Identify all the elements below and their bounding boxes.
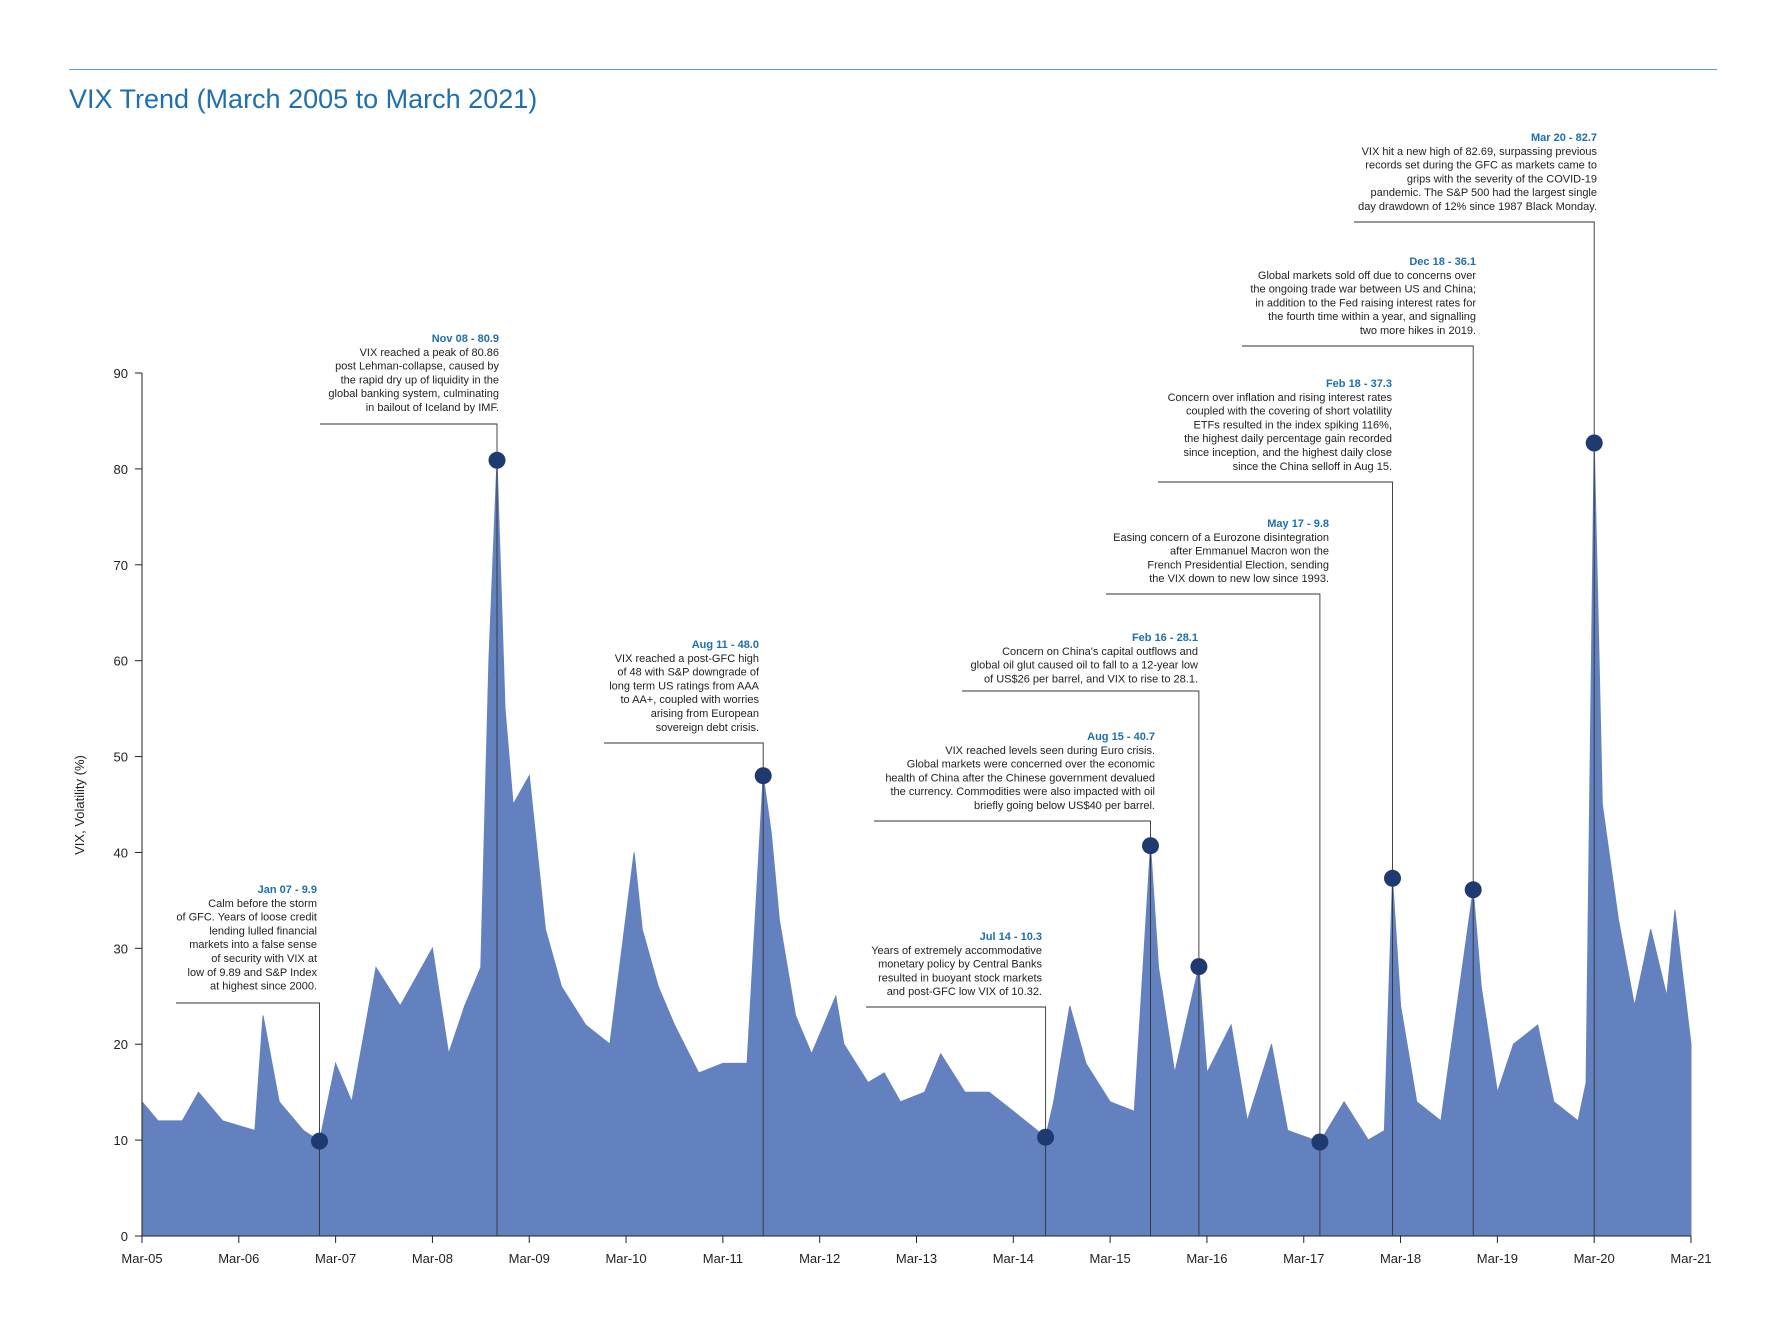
annotation: Feb 18 - 37.3 Concern over inflation and … bbox=[1158, 378, 1401, 1236]
annotation-marker bbox=[754, 767, 772, 785]
annotation: Dec 18 - 36.1 Global markets sold off due… bbox=[1242, 256, 1482, 1236]
y-tick-label: 50 bbox=[114, 750, 128, 765]
annotation-marker bbox=[1384, 869, 1401, 887]
annotation: Jul 14 - 10.3 Years of extremely accommod… bbox=[866, 931, 1055, 1236]
x-tick-label: Mar-07 bbox=[315, 1251, 356, 1266]
vix-area-layer bbox=[141, 442, 1692, 1237]
x-tick-label: Mar-16 bbox=[1186, 1251, 1227, 1266]
x-tick-label: Mar-12 bbox=[799, 1251, 840, 1266]
x-tick-label: Mar-21 bbox=[1670, 1251, 1711, 1266]
x-tick-label: Mar-17 bbox=[1283, 1251, 1324, 1266]
annotation-date: Feb 16 - 28.1 bbox=[1132, 632, 1198, 644]
annotation-date: Feb 18 - 37.3 bbox=[1326, 378, 1392, 390]
annotation-marker bbox=[1142, 837, 1159, 855]
annotation-marker bbox=[311, 1132, 328, 1150]
page-title: VIX Trend (March 2005 to March 2021) bbox=[69, 84, 538, 114]
annotation-leader bbox=[176, 1002, 320, 1236]
annotation-text: Years of extremely accommodative monetary… bbox=[871, 945, 1042, 998]
y-axis-title: VIX, Volatility (%) bbox=[72, 755, 87, 855]
annotation-marker bbox=[1464, 881, 1482, 899]
annotation: Jan 07 - 9.9 Calm before the storm of GFC.… bbox=[176, 884, 328, 1236]
annotation-text: VIX reached a peak of 80.86 post Lehman-c… bbox=[328, 347, 499, 414]
y-tick-label: 30 bbox=[114, 941, 128, 956]
annotation: Aug 15 - 40.7 VIX reached levels seen dur… bbox=[874, 731, 1159, 1236]
x-tick-label: Mar-18 bbox=[1380, 1251, 1421, 1266]
annotation-marker bbox=[488, 451, 506, 469]
annotation: May 17 - 9.8 Easing concern of a Eurozone… bbox=[1106, 518, 1329, 1236]
annotation-text: VIX reached levels seen during Euro cris… bbox=[885, 745, 1155, 812]
y-tick-label: 20 bbox=[114, 1037, 128, 1052]
y-tick-label: 70 bbox=[114, 558, 128, 573]
y-tick-label: 80 bbox=[114, 462, 128, 477]
y-tick-label: 40 bbox=[114, 845, 128, 860]
y-tick-label: 60 bbox=[114, 654, 128, 669]
axes-layer: 0 10 20 30 40 50 60 70 80 90 Mar-05 Mar-06 Mar-07 Mar… bbox=[72, 366, 1712, 1266]
annotation-marker bbox=[1190, 958, 1208, 976]
annotation-leader bbox=[320, 423, 498, 1236]
x-tick-label: Mar-09 bbox=[509, 1251, 550, 1266]
annotation-date: May 17 - 9.8 bbox=[1267, 518, 1329, 530]
x-tick-label: Mar-15 bbox=[1090, 1251, 1131, 1266]
annotation-leader bbox=[866, 1006, 1047, 1236]
annotation-text: Calm before the storm of GFC. Years of lo… bbox=[176, 898, 317, 993]
annotation: Nov 08 - 80.9 VIX reached a peak of 80.86… bbox=[320, 333, 506, 1236]
annotation-marker bbox=[1585, 434, 1603, 452]
annotation-date: Jul 14 - 10.3 bbox=[980, 931, 1042, 943]
annotation-text: Easing concern of a Eurozone disintegrat… bbox=[1113, 532, 1329, 585]
annotation: Aug 11 - 48.0 VIX reached a post-GFC high… bbox=[604, 639, 772, 1236]
annotations-layer: Jan 07 - 9.9 Calm before the storm of GFC.… bbox=[176, 132, 1603, 1236]
y-tick-label: 10 bbox=[114, 1133, 128, 1148]
annotation-leader bbox=[1354, 221, 1595, 1236]
annotation-date: Dec 18 - 36.1 bbox=[1409, 256, 1476, 268]
annotation-date: Aug 15 - 40.7 bbox=[1087, 731, 1155, 743]
x-tick-label: Mar-20 bbox=[1574, 1251, 1615, 1266]
annotation-text: Concern on China's capital outflows and g… bbox=[971, 646, 1199, 686]
x-tick-label: Mar-06 bbox=[218, 1251, 259, 1266]
x-tick-label: Mar-13 bbox=[896, 1251, 937, 1266]
annotation-marker bbox=[1037, 1128, 1055, 1146]
top-rule bbox=[69, 69, 1717, 70]
annotation-leader bbox=[1106, 593, 1321, 1236]
annotation-marker bbox=[1311, 1133, 1329, 1151]
y-tick-label: 90 bbox=[114, 366, 128, 381]
y-tick-label: 0 bbox=[121, 1229, 128, 1244]
annotation-leader bbox=[874, 820, 1151, 1236]
annotation-date: Nov 08 - 80.9 bbox=[432, 333, 499, 345]
x-tick-label: Mar-05 bbox=[121, 1251, 162, 1266]
annotation-date: Aug 11 - 48.0 bbox=[692, 639, 759, 651]
x-tick-label: Mar-19 bbox=[1477, 1251, 1518, 1266]
annotation-text: Concern over inflation and rising intere… bbox=[1168, 392, 1393, 473]
x-tick-label: Mar-10 bbox=[605, 1251, 646, 1266]
annotation-leader bbox=[1242, 345, 1474, 1236]
x-tick-label: Mar-14 bbox=[993, 1251, 1034, 1266]
x-tick-label: Mar-11 bbox=[703, 1251, 743, 1266]
annotation: Mar 20 - 82.7 VIX hit a new high of 82.69… bbox=[1354, 132, 1603, 1236]
annotation-leader bbox=[1158, 481, 1393, 1236]
annotation-text: VIX hit a new high of 82.69, surpassing … bbox=[1358, 146, 1597, 213]
vix-area bbox=[141, 442, 1692, 1237]
annotation-text: Global markets sold off due to concerns … bbox=[1250, 270, 1476, 337]
annotation-text: VIX reached a post-GFC high of 48 with S&… bbox=[609, 653, 760, 734]
x-tick-label: Mar-08 bbox=[412, 1251, 453, 1266]
annotation-date: Mar 20 - 82.7 bbox=[1531, 132, 1597, 144]
annotation-leader bbox=[604, 742, 764, 1236]
annotation: Feb 16 - 28.1 Concern on China's capital … bbox=[962, 632, 1208, 1236]
annotation-leader bbox=[962, 690, 1200, 1236]
annotation-date: Jan 07 - 9.9 bbox=[258, 884, 317, 896]
